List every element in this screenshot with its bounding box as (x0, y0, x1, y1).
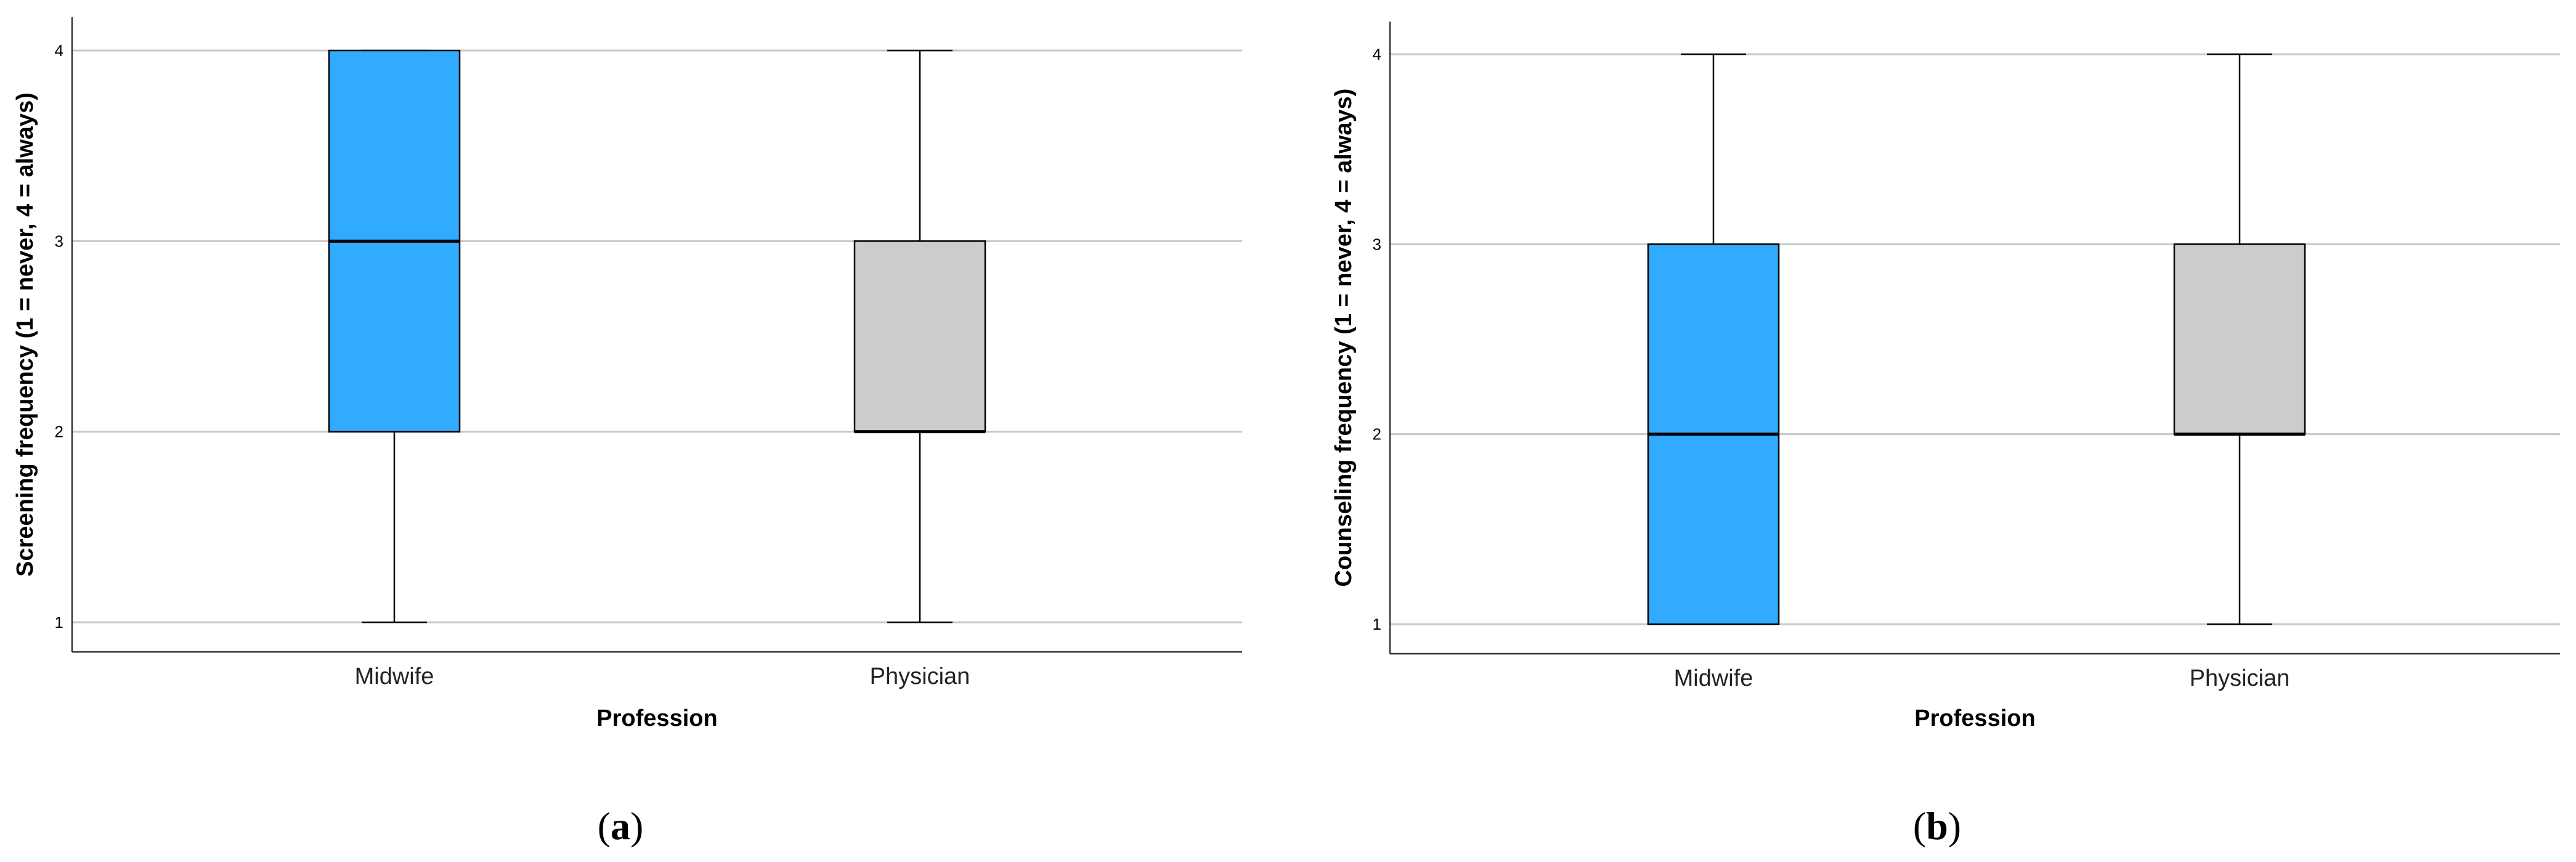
box-iqr (2173, 243, 2306, 435)
y-tick-label: 1 (55, 613, 63, 632)
y-tick-label: 3 (1373, 235, 1381, 253)
x-tick-label: Midwife (355, 664, 434, 689)
box-midwife (1647, 53, 1780, 625)
chart-a: 1 2 3 4 Midwife Physician Profession Screening … (12, 17, 1242, 848)
x-tick-label: Physician (870, 664, 970, 689)
y-tick-label: 3 (55, 232, 63, 250)
x-axis-label: Profession (1914, 705, 2035, 731)
y-tick-label: 4 (55, 41, 63, 60)
y-tick-label: 1 (1373, 615, 1381, 633)
y-tick-label: 2 (55, 423, 63, 441)
x-axis-label: Profession (596, 705, 717, 731)
x-tick-label: Physician (2190, 665, 2290, 691)
box-physician (2173, 53, 2306, 625)
chart-b: 1 2 3 4 Midwife Physician Profession Counseling… (1331, 22, 2560, 848)
panel-label: (a) (598, 804, 644, 848)
box-midwife (328, 49, 461, 624)
y-axis-label: Counseling frequency (1 = never, 4 = alw… (1331, 89, 1357, 587)
box-physician (853, 49, 986, 624)
y-axis-label: Screening frequency (1 = never, 4 = alwa… (12, 92, 38, 577)
panel-label: (b) (1913, 804, 1961, 848)
box-iqr (853, 240, 986, 433)
panel-letter: b (1926, 804, 1948, 848)
y-tick-label: 2 (1373, 425, 1381, 444)
panel-letter: a (611, 804, 630, 848)
y-tick-label: 4 (1373, 45, 1381, 63)
x-tick-label: Midwife (1674, 665, 1753, 691)
